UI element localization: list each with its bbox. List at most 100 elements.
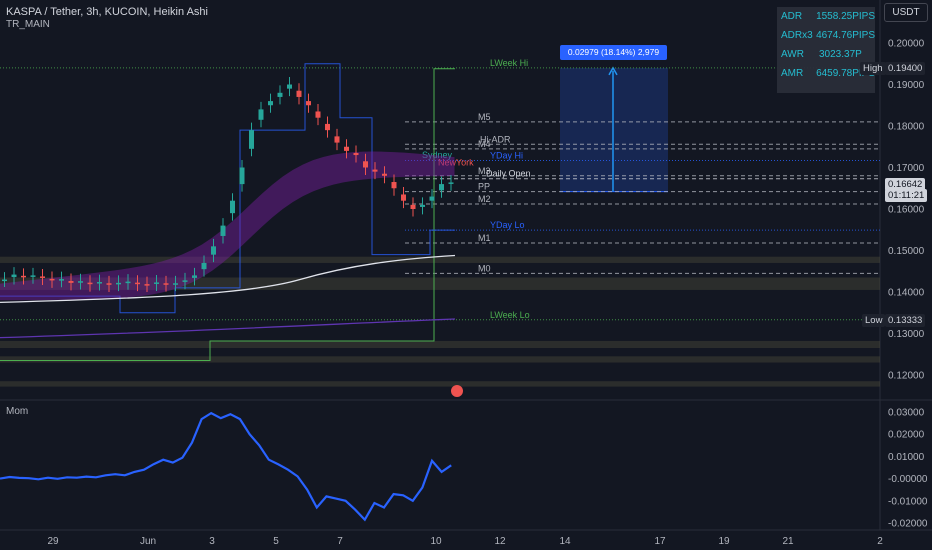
price-tick-label: 0.16000 [888, 205, 925, 216]
mom-tick-label: -0.00000 [888, 474, 928, 485]
range-stats-panel: ADR 1558.25PIPS ADRx3 4674.76PIPS AWR 3023.… [777, 7, 875, 93]
time-tick-label: 29 [47, 536, 59, 547]
level-label: YDay Hi [490, 150, 523, 160]
candle-body [220, 225, 226, 236]
time-tick-label: 19 [718, 536, 730, 547]
support-zone [0, 381, 880, 387]
time-tick-label: 5 [273, 536, 279, 547]
low-price-tag: 0.13333 [885, 314, 926, 327]
price-tick-label: 0.14000 [888, 288, 925, 299]
level-label: M1 [478, 233, 491, 243]
support-zone [0, 356, 880, 363]
candle-body [182, 280, 188, 282]
price-tick-label: 0.19000 [888, 80, 925, 91]
support-zone [0, 256, 880, 263]
candle-body [325, 123, 330, 131]
candle-body [420, 204, 425, 207]
candle-body [249, 130, 254, 149]
candle-body [11, 274, 17, 278]
candle-body [2, 279, 7, 282]
candle-body [268, 101, 273, 106]
candle-body [78, 281, 83, 283]
high-tag-label: High [860, 62, 886, 75]
time-tick-label: 10 [430, 536, 442, 547]
momentum-line [0, 411, 452, 522]
stat-row-adr: ADR 1558.25PIPS [777, 7, 875, 26]
time-tick-label: 2 [877, 536, 883, 547]
candle-body [163, 283, 169, 285]
scroll-marker [451, 385, 463, 397]
level-label: M4 [478, 139, 491, 149]
candle-body [277, 92, 283, 97]
candle-body [391, 182, 397, 189]
stat-row-awr: AWR 3023.37P [777, 45, 875, 64]
candle-body [382, 173, 387, 176]
indicator-name: TR_MAIN [6, 19, 50, 30]
time-tick-label: 21 [782, 536, 794, 547]
stat-row-adrx3: ADRx3 4674.76PIPS [777, 26, 875, 45]
candle-body [306, 101, 311, 106]
currency-button[interactable]: USDT [884, 3, 928, 22]
candle-body [21, 275, 26, 278]
time-tick-label: Jun [140, 536, 156, 547]
candle-body [116, 282, 121, 285]
candle-body [410, 204, 416, 209]
candle-body [192, 275, 197, 278]
candle-body [258, 109, 264, 120]
candle-body [106, 283, 112, 285]
support-zone [0, 340, 880, 349]
price-tick-label: 0.17000 [888, 163, 925, 174]
candle-body [68, 281, 74, 283]
level-label: Hi-ADR [480, 134, 511, 144]
level-label: M2 [478, 194, 491, 204]
candle-body [315, 111, 321, 118]
candle-body [439, 184, 444, 191]
candle-body [154, 282, 159, 284]
price-tick-label: 0.13000 [888, 329, 925, 340]
candle-body [40, 276, 45, 278]
candle-body [429, 196, 435, 201]
mom-tick-label: -0.02000 [888, 519, 928, 530]
candle-body [87, 282, 93, 285]
stat-value: 1558.25PIPS [816, 11, 875, 22]
stat-value: 4674.76PIPS [816, 30, 875, 41]
sma-slow-line [0, 318, 456, 339]
candle-body [30, 275, 36, 277]
chart-title: KASPA / Tether, 3h, KUCOIN, Heikin Ashi [6, 6, 208, 18]
candle-body [448, 182, 454, 184]
candle-body [144, 284, 150, 286]
candle-body [230, 200, 235, 214]
candle-body [97, 282, 102, 284]
mom-tick-label: 0.01000 [888, 452, 925, 463]
level-label: YDay Lo [490, 220, 525, 230]
candle-body [363, 161, 368, 168]
level-label: LWeek Hi [490, 58, 528, 68]
time-tick-label: 14 [559, 536, 571, 547]
mom-tick-label: -0.01000 [888, 496, 928, 507]
price-tick-label: 0.20000 [888, 39, 925, 50]
stat-key: ADR [781, 11, 803, 22]
stat-value: 3023.37P [819, 49, 862, 60]
price-tick-label: 0.18000 [888, 122, 925, 133]
candle-body [125, 281, 131, 284]
price-tick-label: 0.12000 [888, 371, 925, 382]
mom-tick-label: 0.02000 [888, 430, 925, 441]
candle-body [401, 194, 406, 201]
level-label: M5 [478, 112, 491, 122]
time-tick-label: 17 [654, 536, 666, 547]
time-tick-label: 12 [494, 536, 506, 547]
time-tick-label: 3 [209, 536, 215, 547]
candle-body [353, 152, 359, 156]
candle-body [201, 262, 207, 270]
ema-ribbon [0, 151, 455, 301]
candle-body [59, 279, 64, 281]
price-tick-label: 0.15000 [888, 246, 925, 257]
measure-tooltip: 0.02979 (18.14%) 2,979 [560, 45, 667, 60]
measure-arrowhead [608, 66, 618, 76]
time-tick-label: 7 [337, 536, 343, 547]
stat-key: AMR [781, 68, 804, 79]
candle-body [173, 283, 178, 285]
candle-body [372, 169, 378, 172]
measure-box [560, 67, 668, 192]
